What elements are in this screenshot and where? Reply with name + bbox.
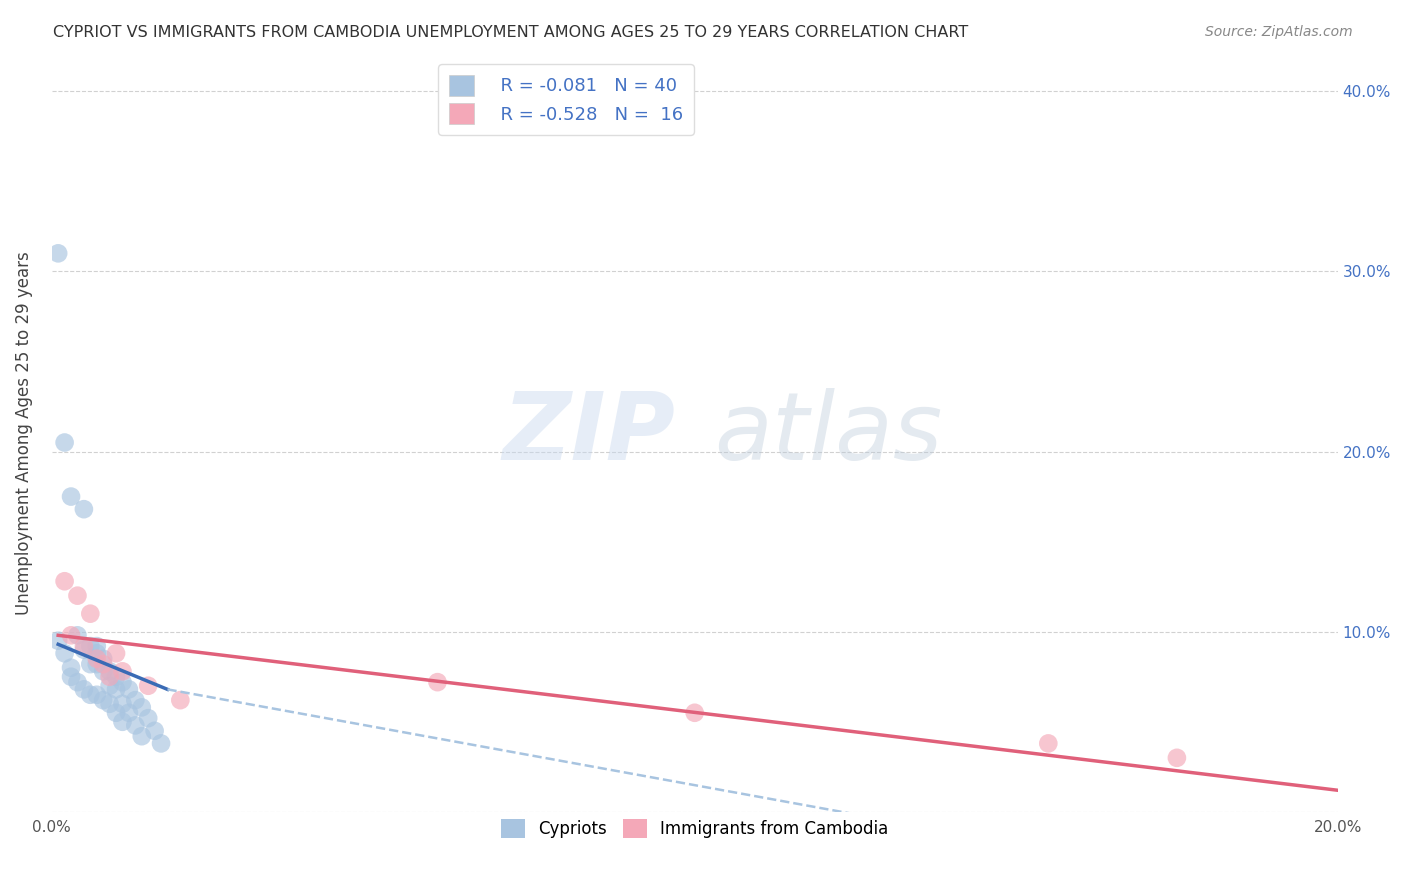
Point	[53, 646, 76, 660]
Point	[136, 711, 159, 725]
Point	[53, 435, 76, 450]
Point	[105, 670, 128, 684]
Point	[91, 665, 114, 679]
Point	[79, 657, 101, 672]
Text: Source: ZipAtlas.com: Source: ZipAtlas.com	[1205, 25, 1353, 39]
Point	[111, 665, 134, 679]
Point	[60, 670, 83, 684]
Point	[91, 651, 114, 665]
Point	[105, 646, 128, 660]
Text: ZIP: ZIP	[502, 387, 675, 480]
Point	[105, 682, 128, 697]
Point	[86, 651, 108, 665]
Point	[118, 682, 141, 697]
Point	[1038, 736, 1060, 750]
Point	[98, 697, 121, 711]
Text: atlas: atlas	[714, 388, 942, 479]
Point	[66, 675, 89, 690]
Point	[53, 574, 76, 589]
Point	[143, 723, 166, 738]
Point	[79, 607, 101, 621]
Point	[60, 490, 83, 504]
Point	[136, 679, 159, 693]
Point	[73, 639, 96, 653]
Point	[73, 502, 96, 516]
Point	[426, 675, 449, 690]
Point	[124, 718, 146, 732]
Point	[91, 693, 114, 707]
Point	[73, 642, 96, 657]
Point	[98, 665, 121, 679]
Point	[124, 693, 146, 707]
Point	[169, 693, 191, 707]
Point	[131, 700, 153, 714]
Point	[73, 682, 96, 697]
Point	[683, 706, 706, 720]
Point	[91, 657, 114, 672]
Point	[79, 639, 101, 653]
Point	[86, 639, 108, 653]
Point	[98, 670, 121, 684]
Point	[60, 628, 83, 642]
Point	[46, 633, 69, 648]
Point	[131, 729, 153, 743]
Point	[86, 688, 108, 702]
Point	[66, 628, 89, 642]
Point	[79, 688, 101, 702]
Point	[86, 657, 108, 672]
Point	[98, 679, 121, 693]
Point	[1166, 751, 1188, 765]
Point	[150, 736, 173, 750]
Point	[111, 675, 134, 690]
Point	[66, 589, 89, 603]
Text: CYPRIOT VS IMMIGRANTS FROM CAMBODIA UNEMPLOYMENT AMONG AGES 25 TO 29 YEARS CORRE: CYPRIOT VS IMMIGRANTS FROM CAMBODIA UNEM…	[53, 25, 969, 40]
Point	[86, 646, 108, 660]
Point	[60, 661, 83, 675]
Legend: Cypriots, Immigrants from Cambodia: Cypriots, Immigrants from Cambodia	[495, 813, 894, 845]
Y-axis label: Unemployment Among Ages 25 to 29 years: Unemployment Among Ages 25 to 29 years	[15, 252, 32, 615]
Point	[111, 697, 134, 711]
Point	[105, 706, 128, 720]
Point	[118, 706, 141, 720]
Point	[111, 714, 134, 729]
Point	[46, 246, 69, 260]
